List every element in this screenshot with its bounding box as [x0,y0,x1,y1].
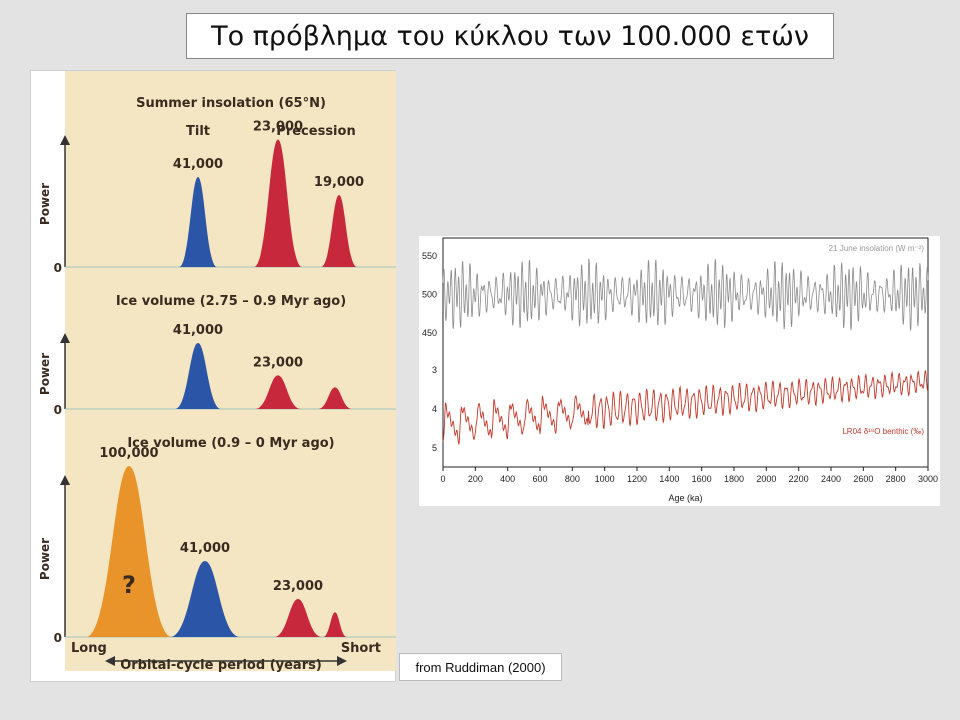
x-tick-label: 200 [468,474,483,484]
spectral-peak [274,599,322,637]
source-caption: from Ruddiman (2000) [399,653,562,681]
peak-label: 23,000 [273,579,323,594]
power-axis-arrowhead [60,475,70,485]
spectral-peak [175,343,221,409]
panel-title: Summer insolation (65°N) [136,96,326,111]
x-tick-label: 1200 [627,474,647,484]
power-axis-label: Power [38,183,52,225]
panel-title: Ice volume (2.75 – 0.9 Myr ago) [116,294,346,309]
peak-label: 23,000 [253,355,303,370]
x-tick-label: 600 [532,474,547,484]
timeseries-figure: 0 200 400 600 800 1000 1200 1400 1600 1800 2000 220… [419,236,940,506]
power-axis-arrowhead [60,333,70,343]
benthic-tick-label: 5 [432,443,437,453]
period-axis-right-arrow [337,656,347,666]
spectral-peak [179,177,217,267]
zero-label: 0 [54,403,62,417]
insolation-line [442,257,929,331]
peak-label: 41,000 [173,323,223,338]
peak-label: 41,000 [173,157,223,172]
benthic-tick-label: 4 [432,404,437,414]
peak-label: 19,000 [314,175,364,190]
spectral-peak [318,387,352,409]
x-tick-label: 800 [565,474,580,484]
peak-label: 41,000 [180,541,230,556]
benthic-tick-label: 3 [432,365,437,375]
long-label: Long [71,641,107,656]
spectral-peak [323,612,347,637]
spectral-peak [86,466,172,637]
spectral-peak [170,561,240,637]
x-tick-label: 1800 [724,474,744,484]
plot-frame [442,237,929,468]
timeseries-chart: 0 200 400 600 800 1000 1200 1400 1600 1800 2000 220… [422,237,938,503]
spectral-peak [255,375,301,409]
peak-label: 100,000 [99,446,158,461]
x-tick-label: 2400 [821,474,841,484]
period-axis-left-arrow [105,656,115,666]
x-axis-label: Age (ka) [668,493,702,503]
spectral-peak [321,195,357,267]
insolation-tick-label: 500 [422,290,437,300]
benthic-line [442,369,929,445]
x-tick-label: 2600 [853,474,873,484]
x-tick-label: 2200 [789,474,809,484]
x-tick-label: 1600 [692,474,712,484]
x-tick-label: 1000 [595,474,615,484]
benthic-legend: LR04 δ¹⁸O benthic (‰) [842,427,924,436]
zero-label: 0 [54,261,62,275]
spectral-peak [254,139,302,267]
x-tick-label: 3000 [918,474,938,484]
spectrum-figure: Power 0 Summer insolation (65°N) Tilt Preces… [30,70,396,682]
header-label-tilt: Tilt [186,124,210,139]
insolation-legend: 21 June insolation (W m⁻²) [829,244,925,253]
insolation-tick-label: 450 [422,328,437,338]
power-axis-label: Power [38,538,52,580]
unknown-marker: ? [122,571,136,599]
peak-label: 23,000 [253,120,303,135]
x-tick-label: 400 [500,474,515,484]
period-axis-label: Orbital-cycle period (years) [120,658,322,673]
zero-label: 0 [54,631,62,645]
x-tick-label: 2000 [756,474,776,484]
x-tick-label: 1400 [659,474,679,484]
power-axis-label: Power [38,353,52,395]
insolation-tick-label: 550 [422,251,437,261]
x-tick-label: 2800 [886,474,906,484]
x-tick-label: 0 [440,474,445,484]
panel-title: Ice volume (0.9 – 0 Myr ago) [127,436,334,451]
header-label-precession: Precession [276,124,355,139]
power-axis-arrowhead [60,135,70,145]
slide-title: Το πρόβλημα του κύκλου των 100.000 ετών [211,20,809,52]
short-label: Short [341,641,381,656]
slide-title-box: Το πρόβλημα του κύκλου των 100.000 ετών [186,13,834,59]
